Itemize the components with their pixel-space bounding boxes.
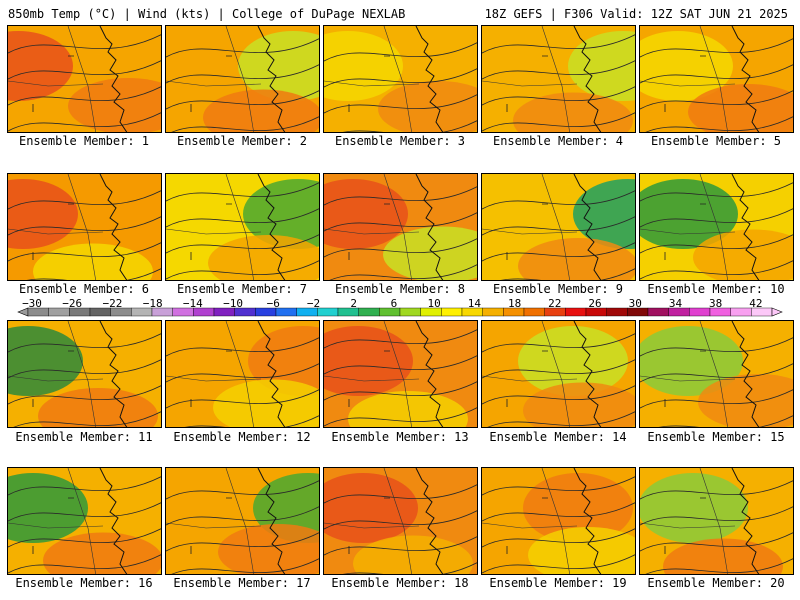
- colorbar-tick-label: 14: [467, 297, 481, 310]
- ensemble-map-6: [7, 173, 162, 281]
- ensemble-member-label: Ensemble Member: 20: [647, 576, 785, 590]
- ensemble-member-label: Ensemble Member: 5: [650, 134, 782, 148]
- colorbar-tick-label: −30: [22, 297, 42, 310]
- ensemble-map-8: [323, 173, 478, 281]
- ensemble-map-17: [165, 467, 320, 575]
- colorbar-tick-label: 18: [507, 297, 522, 310]
- ensemble-map-15: [639, 320, 794, 428]
- ensemble-map-12: [165, 320, 320, 428]
- colorbar-tick-label: 6: [390, 297, 398, 310]
- ensemble-map-20: [639, 467, 794, 575]
- ensemble-member-label: Ensemble Member: 4: [492, 134, 624, 148]
- ensemble-map-16: [7, 467, 162, 575]
- ensemble-map-13: [323, 320, 478, 428]
- ensemble-member-label: Ensemble Member: 2: [176, 134, 308, 148]
- ensemble-member-label: Ensemble Member: 1: [18, 134, 150, 148]
- colorbar-tick-label: 22: [548, 297, 562, 310]
- ensemble-map-9: [481, 173, 636, 281]
- run-valid-time: 18Z GEFS | F306 Valid: 12Z SAT JUN 21 20…: [484, 7, 788, 21]
- colorbar-tick-label: −10: [223, 297, 244, 310]
- ensemble-member-label: Ensemble Member: 11: [15, 430, 153, 444]
- ensemble-map-19: [481, 467, 636, 575]
- ensemble-member-label: Ensemble Member: 18: [331, 576, 469, 590]
- ensemble-member-label: Ensemble Member: 6: [18, 282, 150, 296]
- ensemble-map-3: [323, 25, 478, 133]
- colorbar-tick-label: −18: [142, 297, 163, 310]
- ensemble-member-label: Ensemble Member: 9: [492, 282, 624, 296]
- ensemble-map-14: [481, 320, 636, 428]
- colorbar-tick-label: 42: [749, 297, 763, 310]
- colorbar-tick-label: −2: [306, 297, 321, 310]
- colorbar-tick-label: 38: [709, 297, 723, 310]
- ensemble-map-10: [639, 173, 794, 281]
- colorbar-tick-label: 26: [588, 297, 602, 310]
- colorbar-tick-label: 30: [628, 297, 642, 310]
- colorbar-tick-label: 10: [427, 297, 441, 310]
- ensemble-map-4: [481, 25, 636, 133]
- colorbar-tick-label: 2: [350, 297, 358, 310]
- ensemble-map-2: [165, 25, 320, 133]
- ensemble-member-label: Ensemble Member: 15: [647, 430, 785, 444]
- ensemble-member-label: Ensemble Member: 3: [334, 134, 466, 148]
- ensemble-map-5: [639, 25, 794, 133]
- ensemble-map-1: [7, 25, 162, 133]
- ensemble-member-label: Ensemble Member: 17: [173, 576, 311, 590]
- ensemble-member-label: Ensemble Member: 13: [331, 430, 469, 444]
- ensemble-map-7: [165, 173, 320, 281]
- ensemble-member-label: Ensemble Member: 19: [489, 576, 627, 590]
- colorbar-tick-label: −26: [62, 297, 83, 310]
- colorbar-tick-label: −6: [266, 297, 280, 310]
- map-title: 850mb Temp (°C) | Wind (kts) | College o…: [8, 7, 406, 21]
- ensemble-member-label: Ensemble Member: 10: [647, 282, 785, 296]
- ensemble-map-18: [323, 467, 478, 575]
- temperature-colorbar: [0, 296, 800, 324]
- ensemble-map-11: [7, 320, 162, 428]
- colorbar-tick-label: −22: [102, 297, 123, 310]
- ensemble-member-label: Ensemble Member: 7: [176, 282, 308, 296]
- ensemble-member-label: Ensemble Member: 8: [334, 282, 466, 296]
- ensemble-member-label: Ensemble Member: 16: [15, 576, 153, 590]
- ensemble-member-label: Ensemble Member: 12: [173, 430, 311, 444]
- ensemble-member-label: Ensemble Member: 14: [489, 430, 627, 444]
- colorbar-tick-label: 34: [668, 297, 683, 310]
- colorbar-tick-label: −14: [182, 297, 203, 310]
